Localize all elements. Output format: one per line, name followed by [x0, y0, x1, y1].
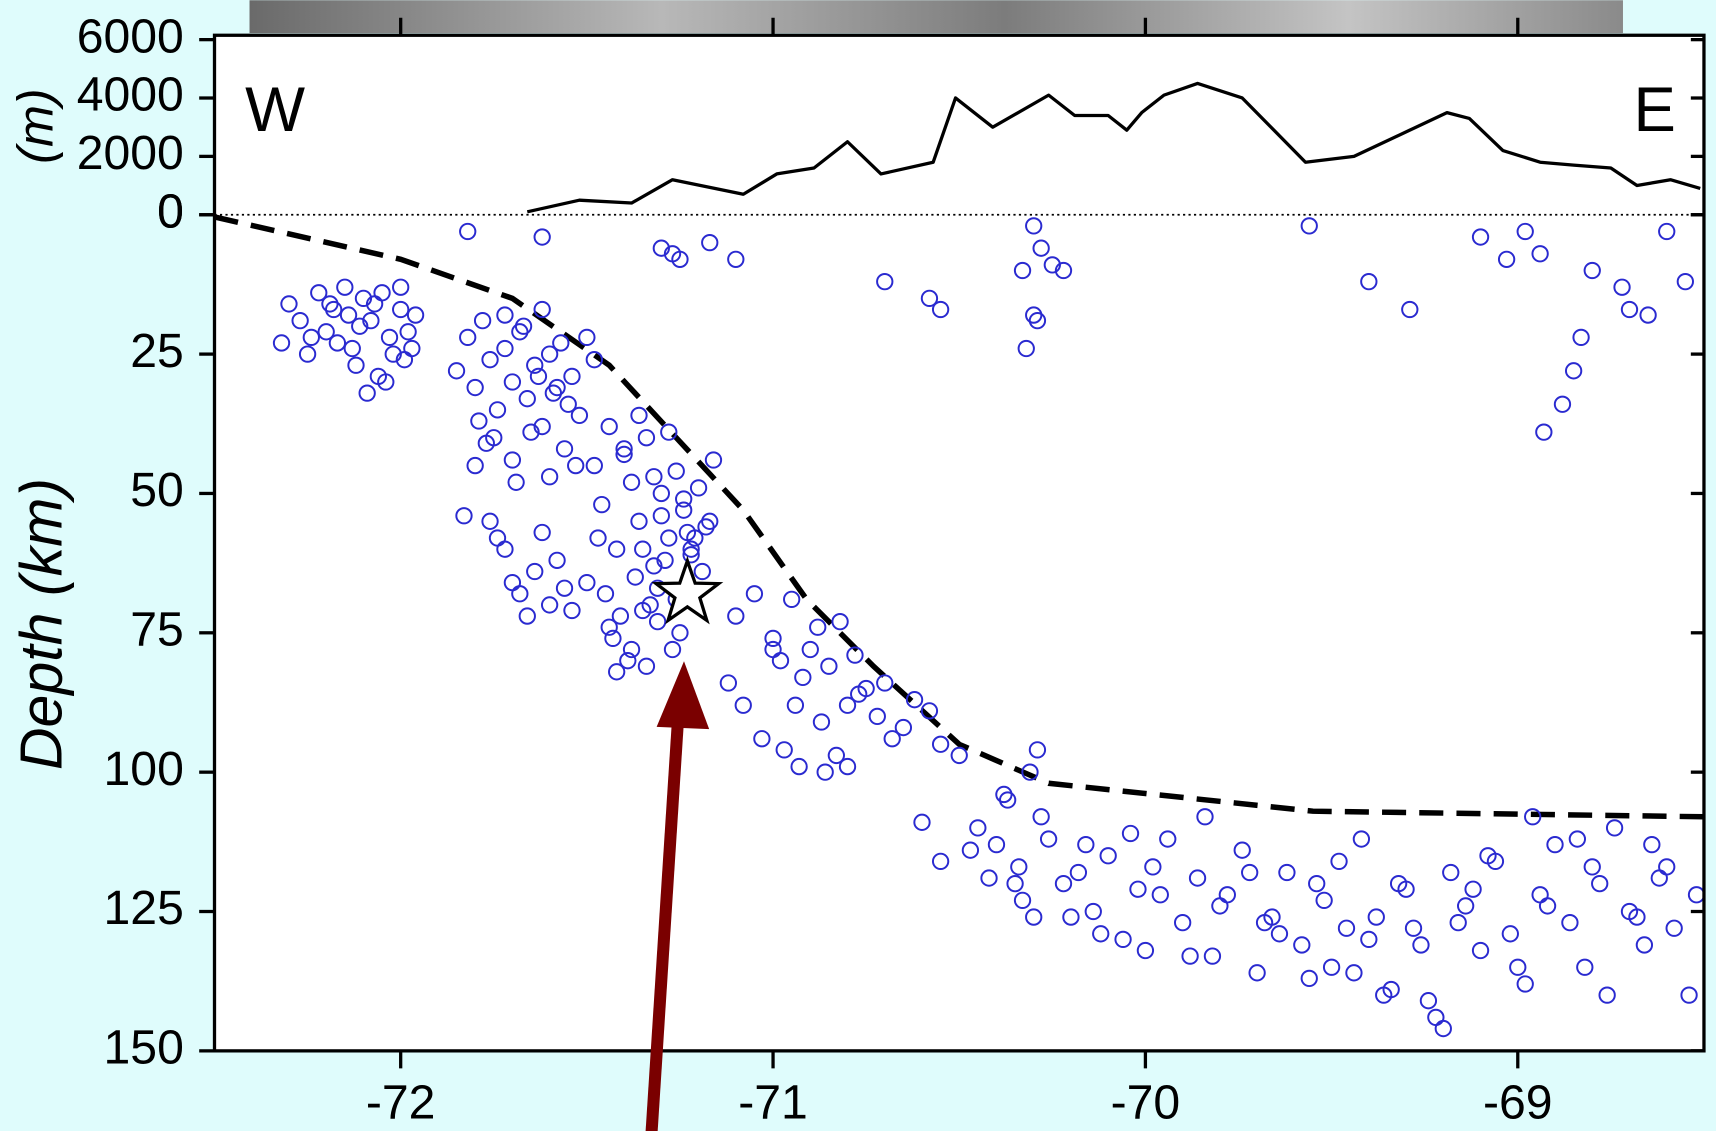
elevation-axis-label: (m): [7, 88, 64, 163]
x-tick-label: -72: [366, 1075, 436, 1129]
y-tick-label: 75: [130, 603, 184, 657]
plot-area: [215, 35, 1704, 1051]
map-strip: [250, 0, 1623, 33]
y-tick-label: 100: [104, 742, 184, 796]
y-tick-label: 0: [157, 184, 184, 238]
depth-axis-label: Depth (km): [9, 478, 75, 770]
y-tick-label: 125: [104, 881, 184, 935]
chart: W E (m) Depth (km) 020004000600002550751…: [0, 0, 1716, 1131]
y-tick-label: 50: [130, 463, 184, 517]
y-tick-label: 6000: [77, 9, 184, 63]
x-tick-label: -70: [1111, 1075, 1181, 1129]
y-tick-label: 4000: [77, 68, 184, 122]
page: {"chart_data": [ {"type": "line", "y_lab…: [0, 0, 1716, 1131]
x-tick-label: -71: [738, 1075, 808, 1129]
y-tick-label: 2000: [77, 126, 184, 180]
x-tick-label: -69: [1483, 1075, 1553, 1129]
west-label: W: [245, 75, 305, 145]
y-tick-label: 150: [104, 1021, 184, 1075]
east-label: E: [1634, 75, 1676, 145]
y-tick-label: 25: [130, 324, 184, 378]
